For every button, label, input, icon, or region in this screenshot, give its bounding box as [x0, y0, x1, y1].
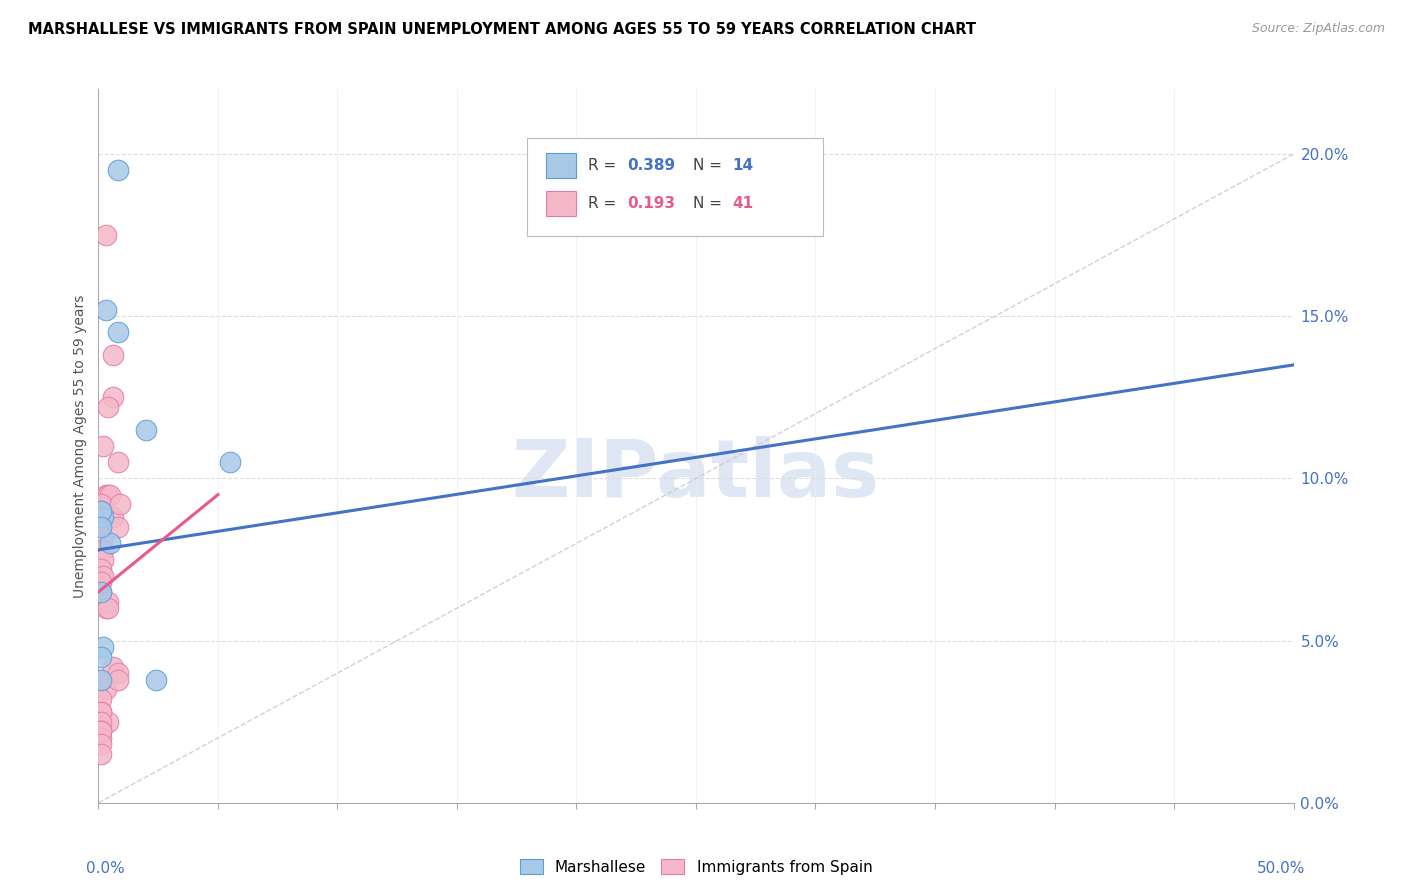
Text: 14: 14: [733, 158, 754, 172]
Text: 41: 41: [733, 196, 754, 211]
Text: 0.0%: 0.0%: [87, 861, 125, 876]
Point: [91, 568, 114, 582]
Point: [97, 714, 120, 729]
Text: N =: N =: [693, 196, 727, 211]
Point: [90, 738, 112, 752]
Point: [91, 510, 114, 524]
Point: [91, 530, 114, 544]
Point: [90, 497, 112, 511]
Text: R =: R =: [588, 158, 621, 172]
Point: [108, 497, 131, 511]
Point: [90, 714, 112, 729]
Point: [97, 601, 120, 615]
Point: [90, 520, 112, 534]
Text: 50.0%: 50.0%: [1257, 861, 1305, 876]
Point: [107, 666, 129, 681]
Point: [101, 659, 124, 673]
Text: MARSHALLESE VS IMMIGRANTS FROM SPAIN UNEMPLOYMENT AMONG AGES 55 TO 59 YEARS CORR: MARSHALLESE VS IMMIGRANTS FROM SPAIN UNE…: [28, 22, 976, 37]
Y-axis label: Unemployment Among Ages 55 to 59 years: Unemployment Among Ages 55 to 59 years: [73, 294, 87, 598]
Point: [91, 552, 114, 566]
Point: [145, 673, 167, 687]
Point: [91, 640, 114, 654]
Text: 0.389: 0.389: [627, 158, 675, 172]
Point: [135, 423, 157, 437]
Point: [98, 536, 122, 550]
Text: N =: N =: [693, 158, 727, 172]
Point: [91, 542, 114, 557]
Point: [90, 673, 112, 687]
Point: [90, 504, 112, 518]
Text: 0.193: 0.193: [627, 196, 675, 211]
Legend: Marshallese, Immigrants from Spain: Marshallese, Immigrants from Spain: [513, 853, 879, 880]
Point: [107, 326, 129, 340]
Point: [90, 585, 112, 599]
Point: [90, 585, 112, 599]
Point: [97, 400, 120, 414]
Point: [90, 705, 112, 719]
Point: [94, 228, 117, 243]
Point: [90, 649, 112, 664]
Point: [101, 348, 124, 362]
Point: [91, 439, 114, 453]
Point: [107, 520, 129, 534]
Point: [97, 488, 120, 502]
Point: [94, 302, 117, 317]
Point: [107, 673, 129, 687]
Point: [90, 575, 112, 590]
Point: [90, 724, 112, 739]
Point: [90, 731, 112, 745]
Point: [90, 520, 112, 534]
Text: Source: ZipAtlas.com: Source: ZipAtlas.com: [1251, 22, 1385, 36]
Point: [98, 488, 122, 502]
Point: [90, 705, 112, 719]
Point: [219, 455, 242, 469]
Point: [94, 682, 117, 697]
Point: [107, 455, 129, 469]
Point: [90, 724, 112, 739]
Point: [97, 595, 120, 609]
Point: [90, 504, 112, 518]
Point: [94, 601, 117, 615]
Point: [90, 595, 112, 609]
Point: [90, 747, 112, 761]
Point: [101, 390, 124, 404]
Point: [90, 562, 112, 576]
Point: [94, 488, 117, 502]
Text: ZIPatlas: ZIPatlas: [512, 435, 880, 514]
Text: R =: R =: [588, 196, 621, 211]
Point: [101, 510, 124, 524]
Point: [90, 673, 112, 687]
Point: [107, 163, 129, 178]
Point: [90, 692, 112, 706]
